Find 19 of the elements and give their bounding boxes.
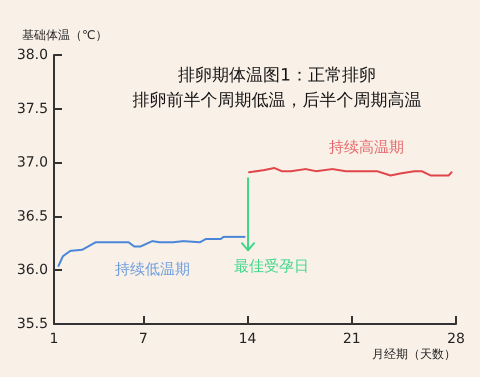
y-tick-label: 35.5 <box>16 316 48 332</box>
y-tick-label: 36.5 <box>16 208 48 224</box>
y-tick-label: 37.5 <box>16 100 48 117</box>
x-tick-label: 1 <box>50 331 58 347</box>
x-tick-label: 7 <box>138 331 148 347</box>
x-tick-label: 28 <box>447 331 465 347</box>
y-tick-label: 36.0 <box>16 262 48 278</box>
y-axis-title: 基础体温（℃） <box>22 28 108 42</box>
series-label: 持续低温期 <box>114 260 190 278</box>
x-tick-label: 14 <box>238 331 257 347</box>
series-label: 持续高温期 <box>329 138 404 156</box>
text: 排卵前半个周期低温，后半个周期高温 <box>132 90 422 110</box>
x-axis-title: 月经期（天数） <box>372 347 456 361</box>
y-tick-label: 37.0 <box>16 154 48 171</box>
annotation: 最佳受孕日 <box>234 256 310 275</box>
y-tick-label: 38.0 <box>16 47 48 63</box>
text: 排卵期体温图1：正常排卵 <box>178 66 376 86</box>
x-tick-label: 21 <box>342 331 361 347</box>
line-series <box>248 166 453 177</box>
